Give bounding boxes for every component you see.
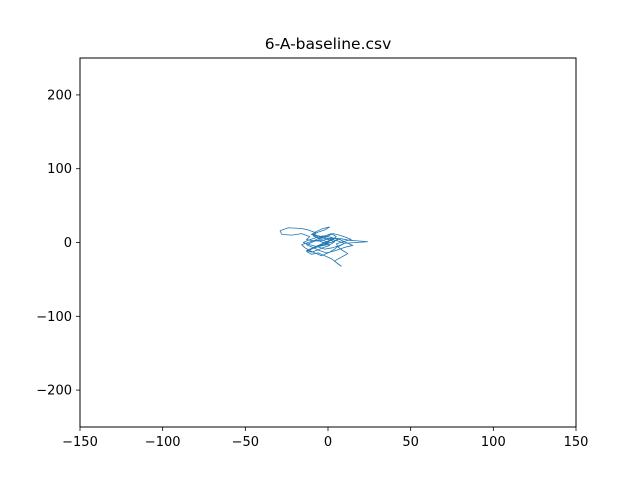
y-tick-label: 100 [47, 162, 72, 177]
y-tick-label: 0 [64, 236, 72, 251]
x-tick-label: −50 [232, 435, 259, 450]
x-axis: −150 −100 −50 0 50 100 150 [62, 427, 588, 450]
y-tick-label: −200 [36, 384, 72, 399]
x-tick-label: 100 [481, 435, 506, 450]
x-tick-label: −100 [145, 435, 181, 450]
y-tick-label: −100 [36, 310, 72, 325]
x-tick-label: −150 [62, 435, 98, 450]
x-tick-label: 150 [564, 435, 589, 450]
x-tick-label: 0 [324, 435, 332, 450]
series-line-0 [279, 226, 369, 267]
x-tick-label: 50 [402, 435, 419, 450]
y-axis: −200 −100 0 100 200 [36, 88, 80, 399]
chart-title: 6-A-baseline.csv [265, 35, 392, 53]
plot-series-group [279, 226, 369, 267]
y-tick-label: 200 [47, 88, 72, 103]
